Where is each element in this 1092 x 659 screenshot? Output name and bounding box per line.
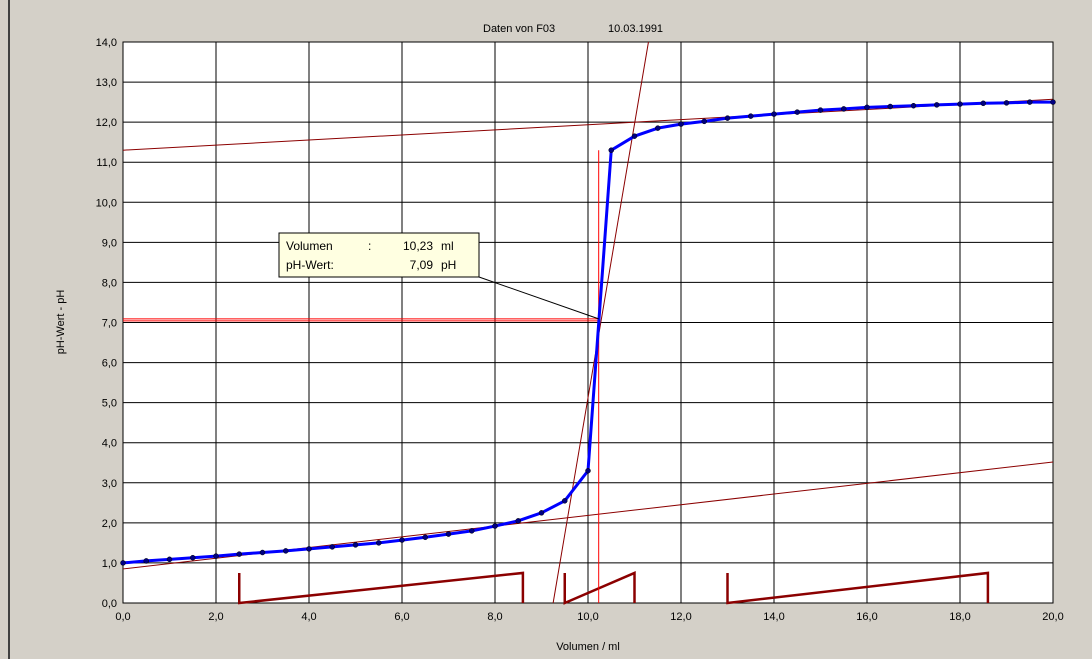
y-tick-label: 10,0: [96, 197, 117, 209]
data-point: [538, 510, 545, 516]
y-tick-label: 12,0: [96, 117, 117, 129]
y-tick-label: 3,0: [102, 478, 117, 490]
data-point: [259, 549, 266, 556]
data-point: [748, 113, 754, 119]
data-point: [143, 558, 149, 564]
data-point: [701, 118, 707, 125]
data-point: [910, 102, 917, 109]
data-point: [817, 107, 824, 113]
window-left-border: [0, 0, 10, 659]
sawtooth-marker: [726, 571, 990, 605]
data-point: [329, 544, 335, 550]
data-point: [515, 518, 521, 524]
data-point: [678, 121, 684, 127]
sawtooth-markers: [238, 571, 990, 605]
indicator-lines: [123, 150, 600, 603]
y-tick-label: 14,0: [96, 37, 117, 49]
y-tick-label: 2,0: [102, 518, 117, 530]
tooltip-ph-unit: pH: [441, 258, 456, 272]
x-axis-label: Volumen / ml: [556, 641, 620, 653]
y-tick-label: 8,0: [102, 277, 117, 289]
tooltip-ph-label: pH-Wert:: [286, 258, 334, 272]
data-point: [841, 106, 847, 112]
data-point: [283, 548, 289, 554]
y-tick-label: 4,0: [102, 438, 117, 450]
y-tick-label: 5,0: [102, 398, 117, 410]
y-tick-label: 11,0: [96, 157, 117, 169]
data-point: [631, 133, 638, 139]
data-point: [934, 102, 940, 108]
chart-date: 10.03.1991: [608, 23, 663, 35]
y-tick-label: 0,0: [102, 598, 117, 610]
data-point: [213, 553, 219, 559]
y-tick-label: 6,0: [102, 358, 117, 370]
chart-title: Daten von F03: [483, 23, 555, 35]
data-point: [794, 109, 800, 115]
data-point: [887, 103, 893, 110]
x-tick-label: 14,0: [763, 611, 784, 623]
data-point: [562, 498, 568, 504]
tick-labels: 0,0 2,0 4,0 6,0 8,0 10,0 12,0 14,0 16,0 18,0 20,0 0…: [96, 37, 1064, 623]
data-point: [980, 100, 986, 107]
data-point: [724, 115, 731, 121]
data-point: [445, 531, 452, 537]
data-point: [399, 537, 405, 543]
data-point: [1003, 100, 1010, 106]
data-point: [608, 147, 614, 153]
data-point: [864, 104, 870, 111]
data-point: [166, 556, 173, 563]
tooltip-volume-sep: :: [368, 239, 371, 253]
x-tick-label: 12,0: [670, 611, 691, 623]
data-point: [469, 528, 475, 534]
x-tick-label: 20,0: [1042, 611, 1063, 623]
x-tick-label: 6,0: [394, 611, 409, 623]
y-axis-label: pH-Wert - pH: [55, 290, 67, 355]
data-point: [655, 125, 661, 131]
data-point-tooltip: Volumen : 10,23 ml pH-Wert: 7,09 pH: [278, 232, 599, 320]
x-tick-label: 8,0: [487, 611, 502, 623]
tooltip-volume-unit: ml: [441, 239, 454, 253]
x-tick-label: 18,0: [949, 611, 970, 623]
tooltip-volume-value: 10,23: [403, 239, 433, 253]
y-tick-label: 7,0: [102, 318, 117, 330]
sawtooth-marker: [238, 571, 525, 605]
data-point: [376, 540, 382, 546]
tooltip-ph-value: 7,09: [410, 258, 434, 272]
x-tick-label: 4,0: [301, 611, 316, 623]
y-tick-label: 1,0: [102, 558, 117, 570]
data-point: [190, 554, 196, 561]
data-point: [771, 111, 777, 117]
y-tick-label: 9,0: [102, 237, 117, 249]
tangent-line: [122, 98, 1054, 151]
x-tick-label: 2,0: [208, 611, 223, 623]
data-point: [585, 468, 591, 474]
tooltip-box: [278, 232, 480, 278]
x-tick-label: 16,0: [856, 611, 877, 623]
data-point: [236, 551, 242, 557]
data-point: [492, 523, 498, 529]
tooltip-connector-line: [478, 276, 599, 320]
data-point: [422, 534, 428, 541]
x-tick-label: 0,0: [115, 611, 130, 623]
tooltip-volume-label: Volumen: [286, 239, 333, 253]
data-point: [1027, 99, 1033, 105]
titration-curve[interactable]: [120, 99, 1056, 566]
x-tick-label: 10,0: [577, 611, 598, 623]
data-point: [957, 101, 963, 107]
data-point: [306, 546, 312, 552]
data-point: [120, 560, 126, 566]
sawtooth-marker: [563, 571, 636, 605]
grid-lines: [122, 41, 1054, 604]
data-point: [1050, 99, 1056, 105]
y-tick-label: 13,0: [96, 77, 117, 89]
data-point: [352, 542, 359, 548]
